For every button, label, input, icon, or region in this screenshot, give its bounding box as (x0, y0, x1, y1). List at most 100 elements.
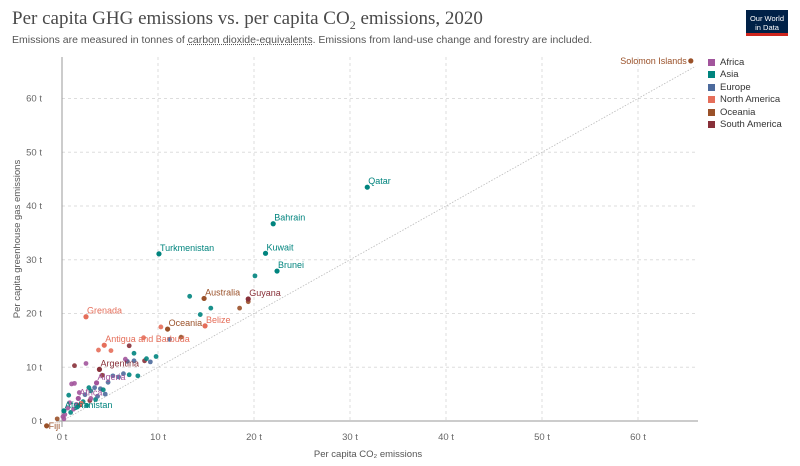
data-point (88, 396, 94, 401)
data-point (144, 356, 149, 362)
point-label: Brunei (278, 260, 304, 270)
data-point (75, 395, 81, 402)
y-tick-label: 50 t (26, 147, 42, 158)
data-point (84, 403, 90, 408)
legend-item[interactable]: Africa (708, 56, 782, 68)
point-label: Australia (205, 287, 240, 297)
data-point (178, 334, 184, 340)
legend-swatch (708, 71, 715, 78)
legend-swatch (708, 83, 715, 91)
data-point (270, 221, 276, 227)
y-tick-label: 20 t (26, 309, 42, 320)
x-axis-label: Per capita CO₂ emissions (314, 449, 422, 460)
y-axis-label: Per capita greenhouse gas emissions (12, 160, 23, 319)
data-point (208, 305, 214, 311)
point-label: Turkmenistan (160, 243, 214, 253)
x-tick-label: 0 t (57, 432, 68, 443)
data-point (72, 380, 77, 386)
data-point (93, 380, 100, 386)
legend-label: Europe (720, 81, 751, 93)
data-point (100, 387, 106, 393)
data-point (68, 410, 74, 415)
data-point (71, 406, 76, 412)
x-tick-label: 50 t (534, 432, 550, 443)
data-point (105, 379, 111, 385)
point-label: Algeria (98, 372, 126, 382)
legend-label: Oceania (720, 106, 756, 118)
data-point (167, 336, 172, 342)
legend-swatch (708, 108, 715, 116)
legend-item[interactable]: South America (708, 119, 782, 131)
data-point (201, 295, 207, 302)
y-tick-label: 10 t (26, 362, 42, 373)
data-point (78, 400, 84, 406)
data-point (245, 296, 251, 302)
legend: Africa Asia Europe North America Oceania Sout… (708, 56, 782, 131)
data-point (102, 391, 108, 397)
data-point (110, 373, 116, 379)
legend-swatch (708, 96, 715, 103)
point-label: Grenada (87, 306, 122, 316)
data-point (141, 335, 147, 341)
data-point (92, 385, 98, 391)
data-point (83, 314, 89, 320)
data-point (116, 374, 122, 380)
chart-title: Per capita GHG emissions vs. per capita … (12, 8, 483, 32)
legend-item[interactable]: Europe (708, 81, 782, 93)
data-point (99, 372, 105, 378)
data-point (252, 273, 258, 279)
data-point (72, 363, 77, 369)
data-point (126, 343, 132, 349)
point-label: Bahrain (274, 213, 305, 223)
data-point (74, 404, 80, 410)
data-point (122, 356, 128, 362)
point-label: Antigua and Barbuda (105, 334, 190, 344)
data-point (95, 393, 100, 399)
data-point (165, 326, 171, 332)
data-point (54, 416, 60, 422)
legend-item[interactable]: North America (708, 94, 782, 106)
x-tick-label: 30 t (342, 432, 358, 443)
data-point (86, 385, 92, 391)
data-point (156, 251, 162, 257)
data-point (688, 58, 694, 64)
y-tick-label: 30 t (26, 255, 42, 266)
data-point (101, 342, 107, 348)
data-point (96, 366, 103, 372)
data-point (237, 305, 243, 311)
point-label: Solomon Islands (620, 56, 687, 66)
data-point (121, 371, 126, 377)
data-point (135, 373, 141, 379)
data-point (153, 354, 159, 359)
owid-logo[interactable]: Our World in Data (746, 10, 788, 36)
data-point (147, 359, 153, 365)
data-point (364, 184, 370, 190)
legend-swatch (708, 121, 715, 128)
point-label: Argentina (100, 358, 139, 368)
x-tick-label: 10 t (150, 432, 166, 443)
data-point (83, 361, 89, 366)
data-point (65, 405, 71, 411)
x-tick-label: 20 t (246, 432, 262, 443)
y-tick-label: 0 t (31, 416, 42, 427)
point-label: Oceania (169, 318, 203, 328)
chart-subtitle: Emissions are measured in tonnes of carb… (12, 34, 593, 46)
data-point (76, 390, 82, 395)
point-label: Kuwait (267, 242, 295, 252)
data-point (67, 400, 73, 406)
co2-equivalents-link[interactable]: carbon dioxide-equivalents (187, 34, 313, 46)
point-label: Fiji (49, 421, 61, 431)
data-point (131, 350, 137, 356)
data-point (158, 324, 164, 330)
legend-swatch (708, 58, 715, 66)
data-point (108, 348, 114, 353)
legend-item[interactable]: Oceania (708, 106, 782, 118)
data-point (66, 392, 72, 398)
x-tick-label: 40 t (438, 432, 454, 443)
point-label: Africa (79, 387, 102, 397)
data-point (197, 312, 203, 317)
point-label: Qatar (368, 176, 391, 186)
legend-item[interactable]: Asia (708, 69, 782, 81)
data-point (131, 358, 137, 364)
